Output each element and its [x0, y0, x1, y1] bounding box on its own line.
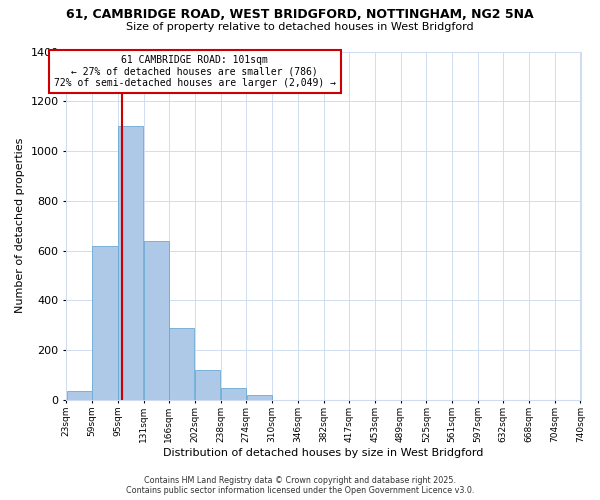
Bar [67, 392, 92, 400]
Bar [92, 246, 118, 400]
Text: 61, CAMBRIDGE ROAD, WEST BRIDGFORD, NOTTINGHAM, NG2 5NA: 61, CAMBRIDGE ROAD, WEST BRIDGFORD, NOTT… [66, 8, 534, 20]
Text: 61 CAMBRIDGE ROAD: 101sqm
← 27% of detached houses are smaller (786)
72% of semi: 61 CAMBRIDGE ROAD: 101sqm ← 27% of detac… [53, 55, 335, 88]
Text: Contains HM Land Registry data © Crown copyright and database right 2025.
Contai: Contains HM Land Registry data © Crown c… [126, 476, 474, 495]
Y-axis label: Number of detached properties: Number of detached properties [15, 138, 25, 314]
Bar [118, 126, 143, 400]
Text: Size of property relative to detached houses in West Bridgford: Size of property relative to detached ho… [126, 22, 474, 32]
Bar [169, 328, 194, 400]
X-axis label: Distribution of detached houses by size in West Bridgford: Distribution of detached houses by size … [163, 448, 484, 458]
Bar [195, 370, 220, 400]
Bar [247, 395, 272, 400]
Bar [144, 240, 169, 400]
Bar [221, 388, 246, 400]
